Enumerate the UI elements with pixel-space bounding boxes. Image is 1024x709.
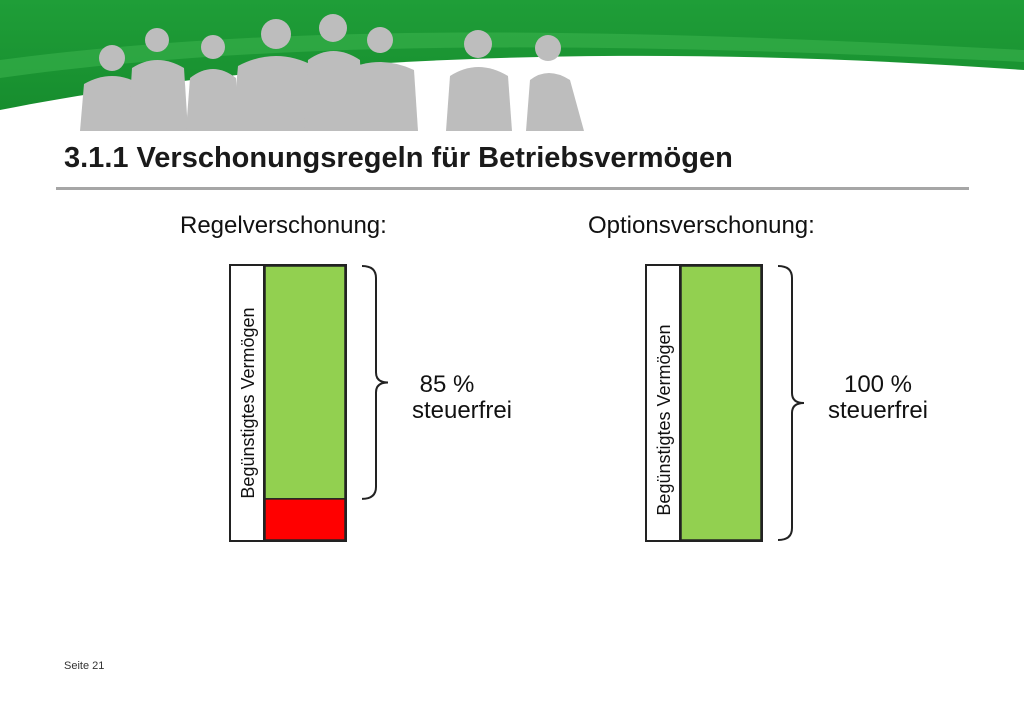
percent-value: 100 % xyxy=(843,371,913,398)
brace xyxy=(777,265,805,541)
brace xyxy=(361,265,389,500)
header-banner xyxy=(0,0,1024,131)
axis-label: Begünstigtes Vermögen xyxy=(654,324,674,515)
taxed-bar xyxy=(264,498,346,541)
panel-regelverschonung: Begünstigtes Vermögen xyxy=(229,264,389,542)
axis-label: Begünstigtes Vermögen xyxy=(238,307,258,498)
panel-optionsverschonung: Begünstigtes Vermögen xyxy=(645,264,805,542)
page-title: 3.1.1 Verschonungsregeln für Betriebsver… xyxy=(64,142,733,174)
status-text: steuerfrei xyxy=(827,397,929,424)
heading-regelverschonung: Regelverschonung: xyxy=(180,212,387,239)
tax-free-bar xyxy=(680,265,762,541)
heading-optionsverschonung: Optionsverschonung: xyxy=(588,212,815,239)
percent-label-option: 100 % steuerfrei xyxy=(818,372,938,424)
people-silhouettes xyxy=(80,14,584,131)
page-number: Seite 21 xyxy=(64,660,105,672)
tax-free-bar xyxy=(264,265,346,500)
percent-label-regel: 85 % steuerfrei xyxy=(402,372,522,424)
status-text: steuerfrei xyxy=(411,397,513,424)
percent-value: 85 % xyxy=(419,371,475,398)
title-divider xyxy=(56,187,969,190)
